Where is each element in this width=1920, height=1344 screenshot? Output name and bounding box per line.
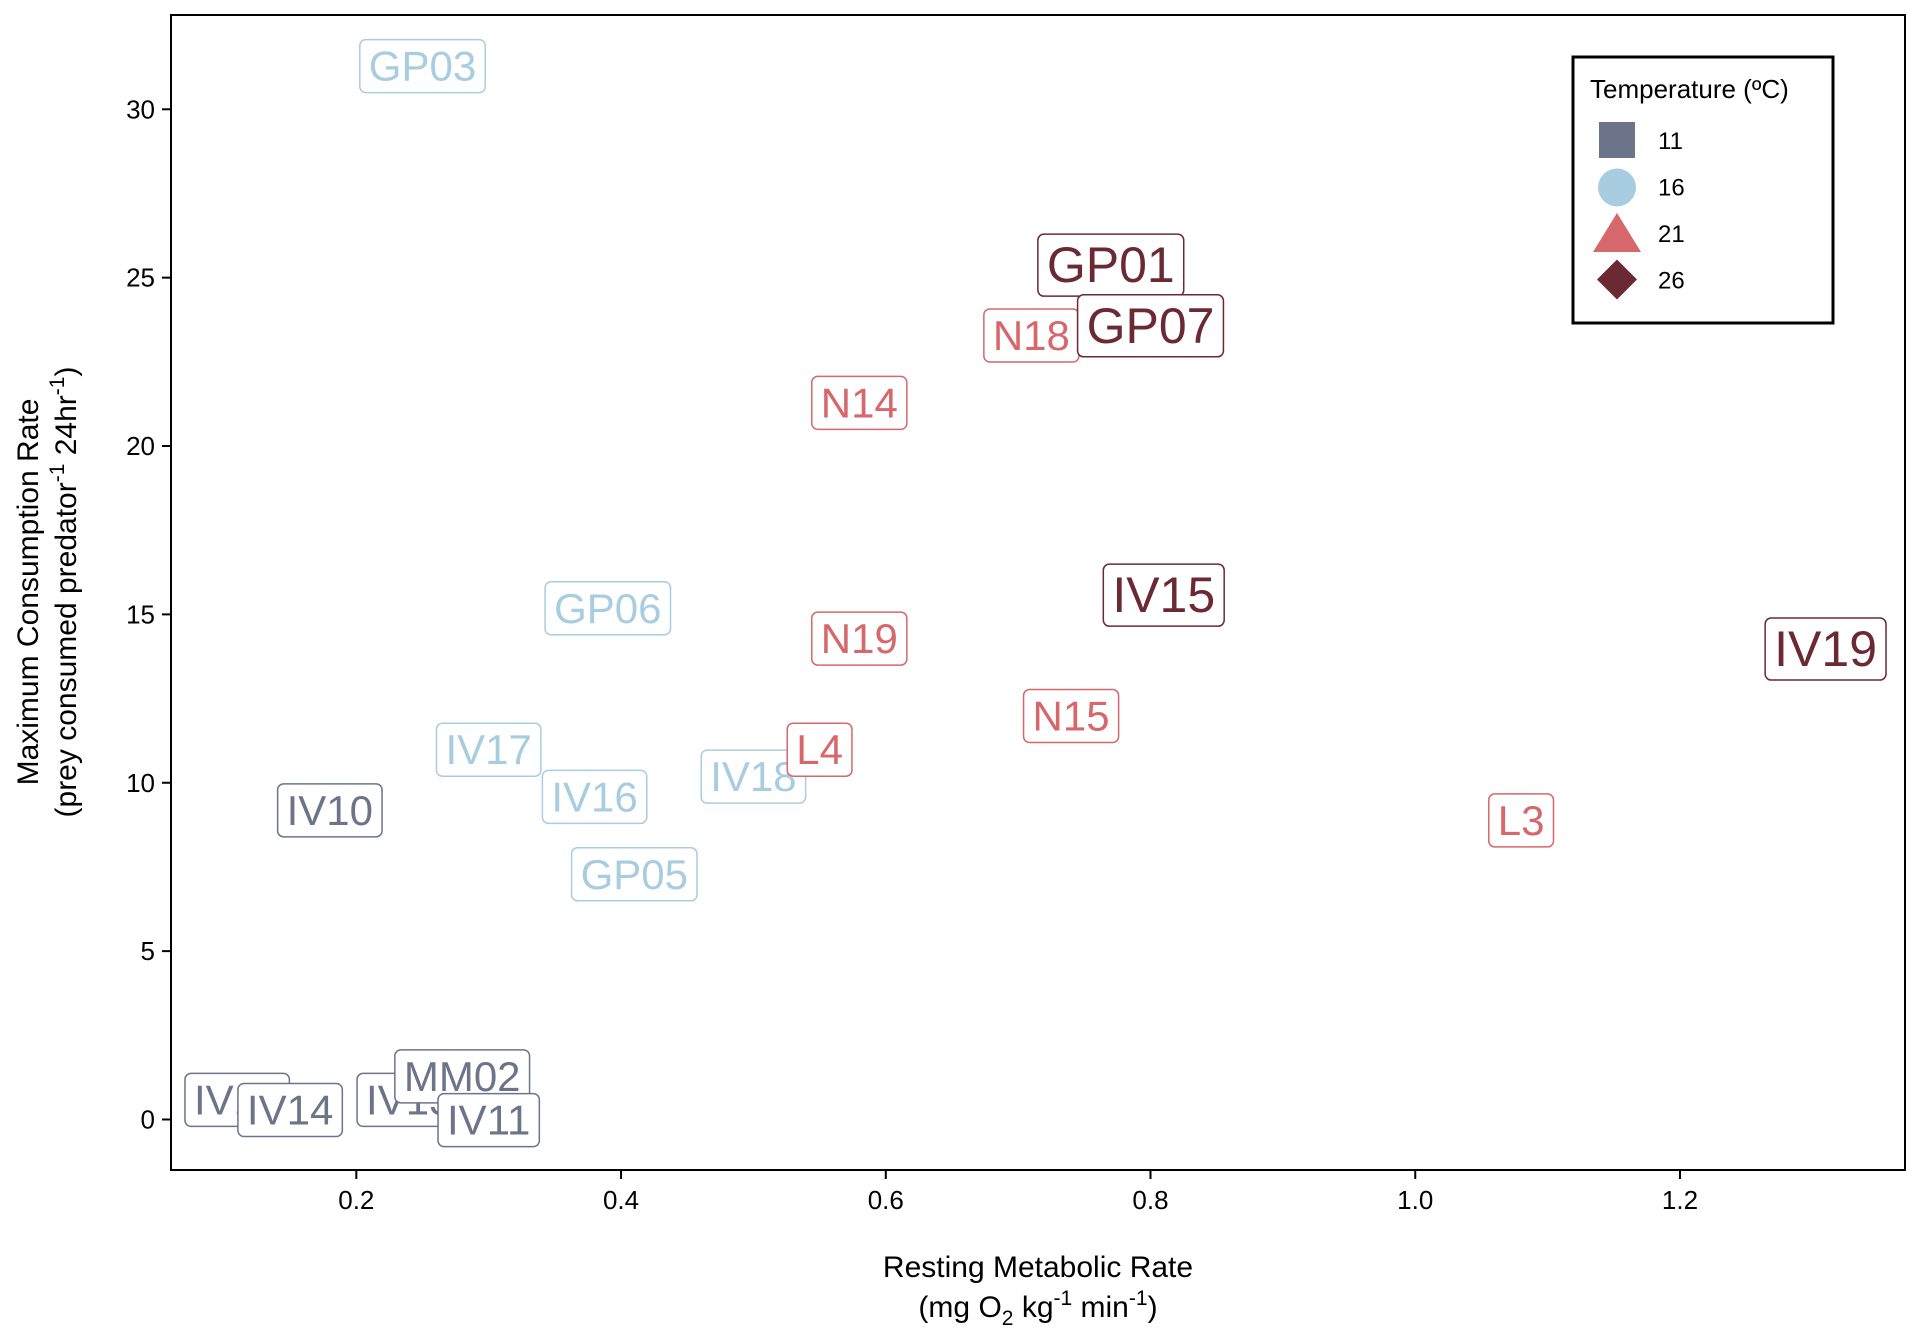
point-label-text: IV18 <box>710 753 796 800</box>
point-label-box <box>541 769 648 825</box>
y-tick-label: 15 <box>126 599 155 629</box>
point-label-text: L3 <box>1498 797 1545 844</box>
point-label-text: IV16 <box>551 773 637 820</box>
y-tick-label: 5 <box>141 936 155 966</box>
data-point-label: IV11 <box>437 1092 541 1148</box>
point-label-box <box>1488 793 1555 848</box>
legend-key-diamond <box>1597 259 1637 300</box>
point-label-text: GP06 <box>554 585 661 632</box>
data-point-label: IV17 <box>435 722 542 777</box>
legend-label: 21 <box>1658 221 1685 248</box>
x-tick-label: 0.2 <box>338 1185 374 1215</box>
point-label-box <box>570 847 698 902</box>
point-label-text: L4 <box>796 726 843 773</box>
y-axis-title-line1: Maximum Consumption Rate <box>12 399 45 786</box>
point-label-box <box>811 611 908 666</box>
x-axis-title-line2: (mg O2 kg-1 min-1) <box>918 1287 1157 1330</box>
legend: Temperature (ºC) 11 16 21 26 <box>1571 55 1835 325</box>
x-tick-label: 0.8 <box>1132 1185 1168 1215</box>
y-tick-label: 20 <box>126 431 155 461</box>
x-tick-label: 0.6 <box>868 1185 904 1215</box>
point-label-text: IV11 <box>447 1097 530 1144</box>
data-point-label: IV19 <box>1764 617 1887 681</box>
data-point-label: IV16 <box>541 769 648 825</box>
legend-key-square <box>1599 122 1635 158</box>
legend-key-triangle <box>1593 213 1641 252</box>
data-point-label: L4 <box>786 722 853 777</box>
data-point-label: GP06 <box>544 581 672 636</box>
x-axis: 0.2 0.4 0.6 0.8 1.0 1.2 <box>338 1170 1698 1215</box>
data-labels: IV10IV12IV14IV13MM02IV11GP03GP06IV17IV16… <box>184 38 1887 1148</box>
point-label-text: N19 <box>821 615 898 662</box>
data-point-label: N14 <box>811 375 908 431</box>
point-label-text: IV14 <box>247 1087 333 1134</box>
y-tick-label: 30 <box>126 94 155 124</box>
point-label-text: N14 <box>821 379 898 426</box>
data-point-label: IV15 <box>1102 563 1225 627</box>
data-point-label: IV10 <box>276 783 383 838</box>
y-axis-title-line2: (prey consumed predator-1 24hr-1) <box>46 367 83 818</box>
y-tick-label: 0 <box>141 1104 155 1134</box>
point-label-box <box>359 38 486 94</box>
data-point-label: N18 <box>983 308 1080 363</box>
point-label-text: IV15 <box>1112 567 1215 623</box>
point-label-box <box>237 1082 344 1138</box>
point-label-text: N18 <box>993 312 1070 359</box>
legend-label: 16 <box>1658 175 1685 202</box>
point-label-box <box>437 1092 541 1148</box>
y-tick-label: 10 <box>126 768 155 798</box>
point-label-box <box>1102 563 1225 627</box>
point-label-text: GP03 <box>369 43 476 90</box>
point-label-box <box>435 722 542 777</box>
point-label-text: IV19 <box>1774 621 1877 677</box>
point-label-text: N15 <box>1033 693 1110 740</box>
legend-key-circle <box>1598 168 1636 207</box>
legend-label: 26 <box>1658 268 1685 295</box>
data-point-label: L3 <box>1488 793 1555 848</box>
point-label-box <box>1022 688 1120 744</box>
data-point-label: MM02 <box>394 1049 531 1104</box>
data-point-label: GP07 <box>1076 294 1225 358</box>
point-label-box <box>811 375 908 431</box>
x-tick-label: 1.0 <box>1397 1185 1433 1215</box>
point-label-box <box>786 722 853 777</box>
point-label-text: GP01 <box>1047 237 1175 293</box>
x-axis-title-line1: Resting Metabolic Rate <box>883 1251 1193 1284</box>
point-label-box <box>1076 294 1225 358</box>
point-label-box <box>276 783 383 838</box>
data-point-label: N19 <box>811 611 908 666</box>
x-tick-label: 1.2 <box>1662 1185 1698 1215</box>
point-label-text: GP05 <box>581 851 688 898</box>
data-point-label: GP05 <box>570 847 698 902</box>
point-label-text: IV17 <box>445 726 531 773</box>
y-tick-label: 25 <box>126 263 155 293</box>
point-label-text: IV10 <box>287 787 373 834</box>
x-tick-label: 0.4 <box>603 1185 639 1215</box>
point-label-text: MM02 <box>404 1053 521 1100</box>
y-axis: 0 5 10 15 20 25 30 <box>126 94 171 1134</box>
legend-label: 11 <box>1658 128 1683 155</box>
point-label-box <box>544 581 672 636</box>
legend-title: Temperature (ºC) <box>1590 74 1789 104</box>
data-point-label: IV14 <box>237 1082 344 1138</box>
data-point-label: GP03 <box>359 38 486 94</box>
data-point-label: N15 <box>1022 688 1120 744</box>
data-point-label: IV18 <box>700 749 807 804</box>
point-label-text: GP07 <box>1087 298 1215 354</box>
data-point-label: GP01 <box>1037 233 1185 297</box>
point-label-box <box>1764 617 1887 681</box>
